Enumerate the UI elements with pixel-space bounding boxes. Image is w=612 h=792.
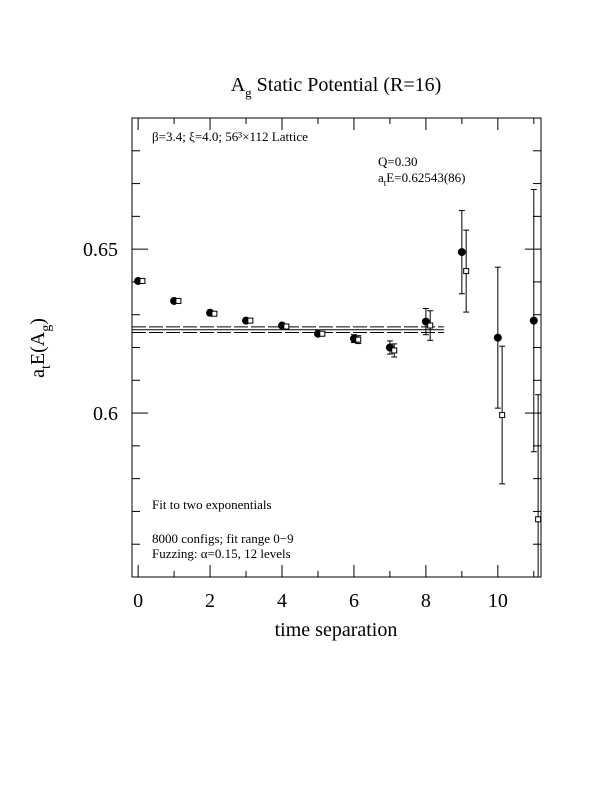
data-point	[211, 310, 218, 317]
annotation: Fuzzing: α=0.15, 12 levels	[152, 546, 291, 561]
data-point	[427, 322, 434, 329]
data-point	[175, 297, 182, 304]
annotation: 8000 configs; fit range 0−9	[152, 531, 294, 546]
y-tick-label: 0.6	[93, 403, 118, 425]
x-tick-label: 10	[488, 590, 508, 612]
x-tick-label: 6	[349, 590, 359, 612]
data-point	[391, 347, 398, 354]
y-axis-label: atE(Ag)	[27, 318, 54, 378]
annotation: β=3.4; ξ=4.0; 56³×112 Lattice	[152, 129, 308, 144]
data-point	[493, 333, 502, 342]
data-point	[463, 268, 470, 275]
annotation: atE=0.62543(86)	[378, 170, 465, 188]
annotation: Fit to two exponentials	[152, 497, 272, 512]
x-tick-label: 8	[421, 590, 431, 612]
x-tick-label: 0	[133, 590, 143, 612]
x-tick-label: 4	[277, 590, 287, 612]
data-point	[247, 317, 254, 324]
y-tick-label: 0.65	[83, 239, 118, 261]
x-axis-label: time separation	[275, 619, 398, 641]
x-tick-label: 2	[205, 590, 215, 612]
data-point	[139, 277, 146, 284]
data-point	[457, 248, 466, 257]
data-point	[529, 316, 538, 325]
data-point	[355, 336, 362, 343]
data-point	[319, 330, 326, 337]
data-point	[499, 412, 506, 419]
data-point	[535, 516, 542, 523]
annotation: Q=0.30	[378, 154, 417, 169]
data-point	[283, 323, 290, 330]
chart-title: Ag Static Potential (R=16)	[231, 74, 442, 100]
